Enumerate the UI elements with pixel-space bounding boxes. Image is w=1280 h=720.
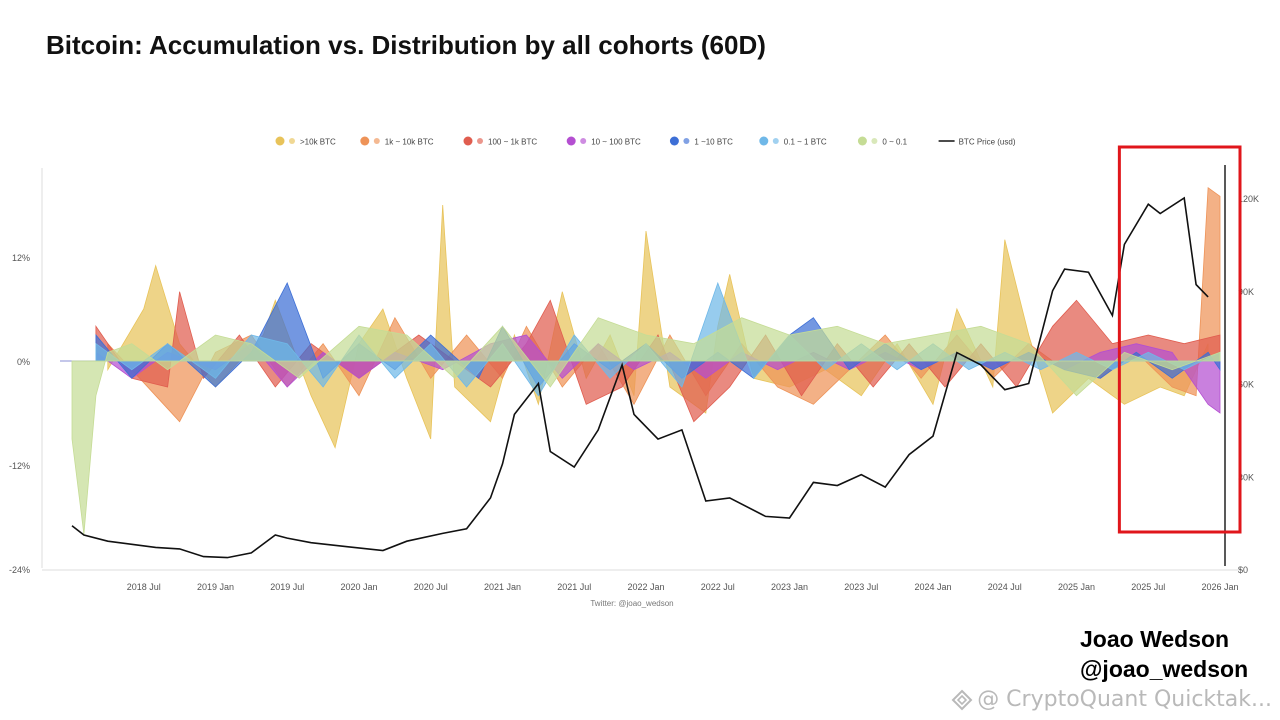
y-right-tick-label: $0 (1238, 565, 1248, 575)
legend-label: 10 ~ 100 BTC (591, 138, 641, 147)
fish-icon (477, 138, 483, 144)
x-tick-label: 2022 Jan (627, 582, 664, 592)
legend-marker (275, 136, 285, 146)
x-tick-label: 2026 Jan (1202, 582, 1239, 592)
legend-item: 1 ~10 BTC (669, 136, 733, 147)
legend-marker (463, 136, 473, 146)
legend-label: 1k ~ 10k BTC (385, 138, 434, 147)
source-label: Twitter: @joao_wedson (590, 599, 673, 608)
x-tick-label: 2021 Jan (484, 582, 521, 592)
y-left-tick-label: -12% (9, 461, 30, 471)
diamond-logo-icon (951, 689, 973, 710)
y-left-tick-label: -24% (9, 565, 30, 575)
author-name: Joao Wedson (1080, 626, 1230, 652)
area-series-3 (95, 334, 1221, 414)
legend-marker (360, 136, 370, 146)
legend-item: 100 ~ 1k BTC (463, 136, 537, 147)
highlight-box (1117, 145, 1242, 534)
y-right-tick-label: 90K (1238, 287, 1254, 297)
whale-icon (289, 138, 295, 144)
legend-label: 1 ~10 BTC (694, 138, 733, 147)
legend-item: 1k ~ 10k BTC (360, 136, 434, 147)
watermark: @ CryptoQuant Quicktak... (951, 687, 1272, 712)
legend-marker (669, 136, 679, 146)
chart-title: Bitcoin: Accumulation vs. Distribution b… (46, 30, 766, 60)
x-tick-label: 2019 Jul (270, 582, 304, 592)
legend-marker (857, 136, 867, 146)
legend-item: >10k BTC (275, 136, 336, 147)
legend-item: 0 ~ 0.1 (857, 136, 908, 147)
y-right-tick-label: 120K (1238, 194, 1259, 204)
x-tick-label: 2025 Jul (1131, 582, 1165, 592)
x-tick-label: 2019 Jan (197, 582, 234, 592)
author-handle: @joao_wedson (1080, 656, 1249, 682)
legend-item: 0.1 ~ 1 BTC (759, 136, 827, 147)
legend-item: 10 ~ 100 BTC (566, 136, 641, 147)
legend-label: 0.1 ~ 1 BTC (784, 138, 827, 147)
shark-icon (373, 138, 380, 144)
plankton-icon (871, 138, 878, 144)
x-tick-label: 2024 Jan (914, 582, 951, 592)
legend-label: >10k BTC (300, 138, 336, 147)
legend-item: BTC Price (usd) (938, 138, 1016, 147)
x-tick-label: 2020 Jan (340, 582, 377, 592)
y-right-tick-label: 60K (1238, 380, 1254, 390)
x-tick-label: 2025 Jan (1058, 582, 1095, 592)
x-tick-label: 2021 Jul (557, 582, 591, 592)
area-series-5 (95, 281, 1221, 397)
author-credit: Joao Wedson @joao_wedson (1080, 624, 1248, 684)
y-left-tick-label: 0% (17, 357, 30, 367)
legend-label: BTC Price (usd) (959, 138, 1016, 147)
watermark-text: @ CryptoQuant Quicktak... (977, 687, 1272, 712)
x-tick-label: 2024 Jul (988, 582, 1022, 592)
area-series-6 (71, 317, 1221, 535)
x-tick-label: 2022 Jul (701, 582, 735, 592)
crab-icon (683, 138, 690, 144)
x-tick-label: 2018 Jul (127, 582, 161, 592)
x-tick-label: 2023 Jan (771, 582, 808, 592)
octopus-icon (580, 138, 587, 144)
btc-price-line (71, 196, 1209, 559)
legend-label: 100 ~ 1k BTC (488, 138, 537, 147)
y-right-tick-label: 30K (1238, 472, 1254, 482)
legend-label: 0 ~ 0.1 (882, 138, 907, 147)
shrimp-icon (772, 138, 779, 144)
y-left-tick-label: 12% (12, 253, 30, 263)
legend-marker (566, 136, 576, 146)
x-tick-label: 2020 Jul (414, 582, 448, 592)
legend-marker (759, 136, 769, 146)
x-tick-label: 2023 Jul (844, 582, 878, 592)
